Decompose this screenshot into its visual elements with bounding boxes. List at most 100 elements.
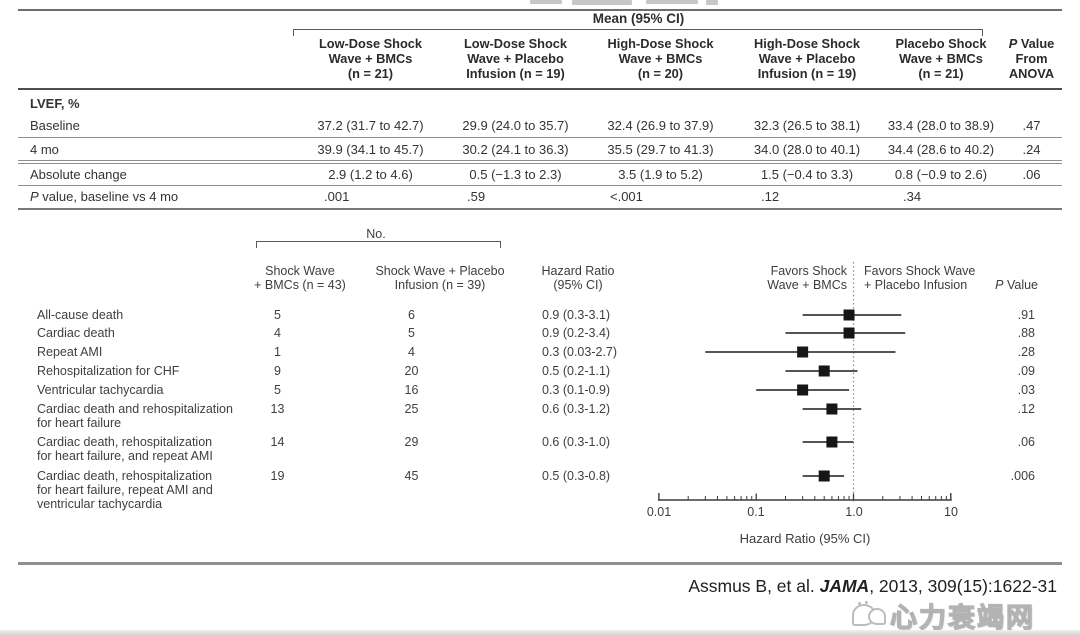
cell: 35.5 (29.7 to 41.3) — [607, 141, 714, 157]
forest-col2-header: Shock Wave + Placebo Infusion (n = 39) — [375, 264, 505, 292]
table-row: Baseline 37.2 (31.7 to 42.7) 29.9 (24.0 … — [18, 113, 1062, 138]
cell: 0.5 (−1.3 to 2.3) — [469, 166, 562, 182]
outcome-label: All-cause death — [37, 308, 124, 322]
cell: 37.2 (31.7 to 42.7) — [317, 117, 424, 133]
count-bmcs: 13 — [270, 402, 285, 416]
axis-tick: 10 — [944, 505, 958, 519]
no-bracket — [256, 241, 501, 248]
p-cell: .47 — [1022, 117, 1041, 133]
count-placebo: 20 — [404, 364, 419, 378]
hazard-ratio-text: 0.9 (0.2-3.4) — [542, 326, 611, 340]
column-header: Placebo Shock Wave + BMCs (n = 21) — [895, 36, 987, 81]
column-header: Low-Dose Shock Wave + BMCs (n = 21) — [318, 36, 423, 81]
forest-pvalue-header: P Value — [980, 278, 1038, 292]
hazard-ratio-text: 0.3 (0.1-0.9) — [542, 383, 611, 397]
section-label: LVEF, % — [30, 96, 80, 111]
row-label: 4 mo — [30, 141, 59, 157]
forest-hr-header: Hazard Ratio (95% CI) — [541, 264, 615, 292]
count-placebo: 5 — [408, 326, 415, 340]
table-section-row: LVEF, % — [18, 94, 1062, 113]
table-top-rule — [18, 9, 1062, 11]
column-header: Low-Dose Shock Wave + Placebo Infusion (… — [463, 36, 568, 81]
column-header-pvalue: P Value From ANOVA — [1001, 36, 1062, 81]
watermark-text: 心力衰竭网 — [889, 602, 1035, 633]
hazard-ratio-text: 0.3 (0.03-2.7) — [542, 345, 618, 359]
cell: .001 — [324, 189, 350, 204]
outcome-label: Repeat AMI — [37, 345, 103, 359]
forest-row: Cardiac death, rehospitalization for hea… — [0, 435, 1080, 463]
cell: .59 — [467, 189, 486, 204]
row-label: Absolute change — [30, 166, 127, 182]
cell: <.001 — [610, 189, 643, 204]
table-row: P value, baseline vs 4 mo .001 .59 <.001… — [18, 186, 1062, 210]
citation-details: , 2013, 309(15):1622-31 — [869, 576, 1057, 596]
p-line3: ANOVA — [1008, 66, 1055, 81]
column-header: High-Dose Shock Wave + BMCs (n = 20) — [607, 36, 714, 81]
p-value: .28 — [1017, 345, 1035, 359]
count-placebo: 45 — [404, 469, 419, 483]
cell: 0.8 (−0.9 to 2.6) — [894, 166, 988, 182]
count-bmcs: 5 — [274, 308, 281, 322]
forest-row: Cardiac death, rehospitalization for hea… — [0, 469, 1080, 511]
span-bracket — [293, 29, 983, 36]
cell: 1.5 (−0.4 to 3.3) — [760, 166, 854, 182]
count-bmcs: 5 — [274, 383, 281, 397]
figure-bottom-rule — [18, 562, 1062, 565]
cell: .34 — [903, 189, 922, 204]
cropped-text-fragment — [572, 0, 632, 5]
hazard-ratio-text: 0.5 (0.2-1.1) — [542, 364, 611, 378]
p-value: .03 — [1017, 383, 1035, 397]
p-rest: Value — [1017, 36, 1055, 51]
cropped-text-fragment — [706, 0, 718, 5]
no-column-spanner: No. — [366, 227, 386, 241]
forest-row: Repeat AMI 1 4 0.3 (0.03-2.7) .28 — [0, 345, 1080, 361]
p-value: .12 — [1017, 402, 1035, 416]
row-label: Baseline — [30, 117, 80, 133]
p-value: .91 — [1017, 308, 1035, 322]
p-italic: P — [30, 189, 39, 204]
count-bmcs: 9 — [274, 364, 281, 378]
axis-tick: 0.01 — [646, 505, 672, 519]
citation-authors: Assmus B, et al. — [688, 576, 820, 596]
outcome-label: Cardiac death — [37, 326, 115, 340]
chat-bubbles-icon — [850, 600, 890, 632]
citation-journal: JAMA — [819, 576, 870, 596]
cropped-text-fragment — [530, 0, 562, 4]
p-cell: .06 — [1022, 166, 1041, 182]
row-label-rest: value, baseline vs 4 mo — [38, 189, 179, 204]
cell: 33.4 (28.0 to 38.9) — [887, 117, 995, 133]
favors-left-label: Favors Shock Wave + BMCs — [767, 264, 847, 292]
hazard-ratio-text: 0.6 (0.3-1.2) — [542, 402, 611, 416]
forest-row: Ventricular tachycardia 5 16 0.3 (0.1-0.… — [0, 383, 1080, 399]
cell: 32.3 (26.5 to 38.1) — [753, 117, 861, 133]
table-header-row: Low-Dose Shock Wave + BMCs (n = 21) Low-… — [18, 36, 1062, 81]
hazard-ratio-text: 0.6 (0.3-1.0) — [542, 435, 611, 449]
p-cell: .24 — [1022, 141, 1041, 157]
cell: 34.4 (28.6 to 40.2) — [887, 141, 995, 157]
cell: 29.9 (24.0 to 35.7) — [462, 117, 569, 133]
row-label: P value, baseline vs 4 mo — [18, 189, 298, 204]
axis-title: Hazard Ratio (95% CI) — [739, 531, 871, 546]
count-placebo: 4 — [408, 345, 415, 359]
cell: 32.4 (26.9 to 37.9) — [607, 117, 714, 133]
outcome-label: Cardiac death and rehospitalization for … — [37, 402, 233, 430]
count-placebo: 25 — [404, 402, 419, 416]
cell: 2.9 (1.2 to 4.6) — [328, 166, 413, 182]
p-value: .09 — [1017, 364, 1035, 378]
p-value: .06 — [1017, 435, 1035, 449]
p-italic: P — [995, 278, 1004, 292]
table-span-header: Mean (95% CI) — [592, 11, 685, 26]
cell: .12 — [761, 189, 780, 204]
count-placebo: 6 — [408, 308, 415, 322]
favors-right-label: Favors Shock Wave + Placebo Infusion — [864, 264, 976, 292]
outcome-label: Cardiac death, rehospitalization for hea… — [37, 435, 213, 463]
hazard-ratio-text: 0.5 (0.3-0.8) — [542, 469, 611, 483]
outcome-label: Ventricular tachycardia — [37, 383, 164, 397]
page-edge-strip — [0, 630, 1080, 635]
column-header: High-Dose Shock Wave + Placebo Infusion … — [754, 36, 860, 81]
count-placebo: 29 — [404, 435, 419, 449]
cropped-text-fragment — [646, 0, 698, 4]
count-bmcs: 1 — [274, 345, 281, 359]
